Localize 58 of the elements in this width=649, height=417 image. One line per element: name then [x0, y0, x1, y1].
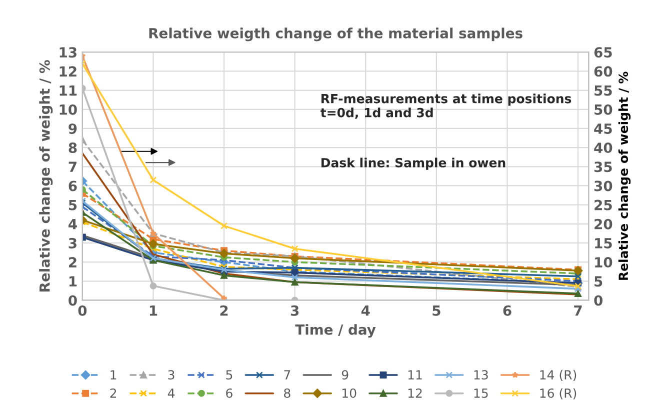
chart-title: Relative weigth change of the material samples: [149, 28, 522, 42]
y-tick-label: 8: [68, 142, 77, 154]
y-tick-label: 13: [60, 47, 76, 58]
y-tick-label: 6: [68, 180, 77, 192]
y2-tick-label: 15: [595, 238, 612, 248]
legend-label: 13: [474, 370, 488, 380]
y-tick-label: 5: [68, 200, 77, 210]
x-tick-label: 4: [361, 306, 370, 316]
y2-tick-label: 5: [594, 276, 602, 287]
y-tick-label: 7: [68, 162, 76, 172]
x-tick-label: 7: [574, 306, 582, 316]
y2-tick-label: 40: [594, 142, 612, 154]
x-tick-label: 3: [290, 305, 299, 316]
legend-label: 2: [110, 388, 116, 398]
y2-tick-label: 20: [594, 218, 612, 230]
legend-label: 5: [226, 370, 232, 380]
x-tick-label: 2: [220, 305, 228, 316]
y-tick-label: 4: [68, 219, 77, 230]
y2-axis-title: Relative change of weight / %: [618, 72, 631, 280]
x-tick-label: 0: [78, 305, 87, 316]
y2-tick-label: 10: [595, 257, 612, 268]
legend-label: 15: [474, 388, 488, 398]
y2-tick-label: 0: [594, 295, 603, 306]
legend-label: 14 (R): [540, 370, 576, 382]
legend-label: 8: [284, 388, 290, 398]
y-tick-label: 3: [68, 238, 76, 248]
y2-tick-label: 30: [594, 180, 612, 192]
x-tick-label: 5: [432, 306, 440, 316]
y2-tick-label: 35: [594, 162, 612, 172]
legend-label: 12: [408, 388, 422, 398]
legend-label: 4: [168, 388, 175, 398]
legend-label: 10: [342, 388, 356, 398]
x-axis-title: Time / day: [295, 324, 376, 338]
y2-tick-label: 55: [594, 85, 612, 96]
annotation: RF-measurements at time positions t=0d, 1d and 3d: [320, 94, 572, 119]
legend-label: 9: [342, 370, 348, 380]
y-tick-label: 2: [68, 257, 76, 268]
x-tick-label: 1: [150, 306, 158, 316]
annotation: Dask line: Sample in owen: [321, 158, 506, 170]
legend-label: 1: [110, 370, 116, 380]
y-tick-label: 1: [69, 276, 77, 286]
y-tick-label: 0: [68, 295, 77, 306]
legend-label: 3: [168, 370, 174, 380]
y-tick-label: 11: [60, 85, 77, 96]
legend-label: 16 (R): [540, 388, 576, 400]
y2-tick-label: 65: [594, 47, 612, 58]
y2-tick-label: 25: [594, 200, 612, 210]
y-axis-title: Relative change of weight / %: [39, 60, 53, 292]
y2-tick-label: 50: [594, 104, 612, 115]
legend-label: 7: [284, 370, 290, 380]
y-tick-label: 12: [60, 66, 76, 76]
y-tick-label: 10: [60, 104, 77, 115]
y2-tick-label: 45: [594, 124, 612, 134]
y2-tick-label: 60: [594, 66, 612, 77]
legend-label: 6: [226, 388, 232, 398]
x-tick-label: 6: [503, 305, 512, 316]
legend-label: 11: [408, 370, 422, 380]
y-tick-label: 9: [68, 123, 77, 134]
